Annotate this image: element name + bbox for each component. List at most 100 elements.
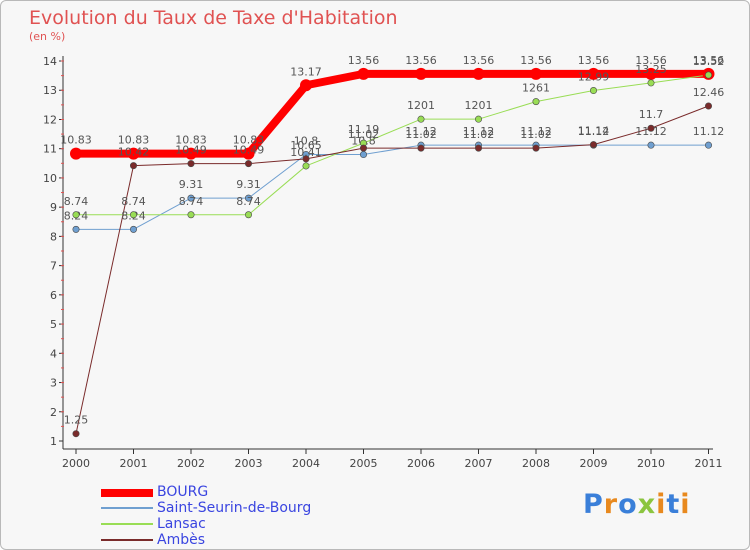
legend-item-lansac[interactable]: Lansac: [101, 516, 361, 533]
data-label-lansac: 1261: [522, 82, 550, 95]
data-label-lansac: 8.74: [64, 195, 89, 208]
data-point-lansac: [532, 98, 540, 106]
data-label-bourg: 10.83: [118, 134, 150, 147]
data-label-amb-s: 12.46: [693, 86, 725, 99]
data-point-saint-seurin-de-bourg: [647, 141, 655, 149]
data-label-lansac: 13.52: [693, 55, 725, 68]
data-label-saint-seurin-de-bourg: 9.31: [236, 178, 261, 191]
x-tick-label: 2008: [522, 457, 550, 470]
data-point-amb-s: [302, 155, 310, 163]
data-label-amb-s: 11.02: [348, 128, 380, 141]
y-tick-label: 10: [43, 172, 57, 185]
x-tick-label: 2010: [637, 457, 665, 470]
logo-letter: t: [666, 489, 681, 520]
legend-swatch-bourg: [101, 489, 153, 497]
data-label-amb-s: 11.14: [578, 125, 610, 138]
data-point-bourg: [300, 79, 312, 92]
data-label-bourg: 13.56: [405, 54, 437, 67]
y-tick-label: 7: [50, 260, 57, 273]
data-label-saint-seurin-de-bourg: 11.12: [693, 125, 725, 138]
data-label-amb-s: 11.02: [405, 128, 437, 141]
data-point-saint-seurin-de-bourg: [359, 151, 367, 159]
logo-letter: i: [656, 489, 667, 520]
data-point-amb-s: [647, 124, 655, 132]
data-point-lansac: [704, 71, 712, 79]
data-point-bourg: [357, 67, 370, 80]
y-tick-label: 6: [50, 289, 57, 302]
data-label-bourg: 13.56: [348, 54, 380, 67]
chart-legend: BOURG Saint-Seurin-de-Bourg Lansac Ambès: [101, 484, 361, 549]
legend-label-lansac: Lansac: [157, 516, 206, 532]
data-point-saint-seurin-de-bourg: [72, 225, 80, 233]
data-point-bourg: [70, 147, 82, 160]
legend-label-saint-seurin: Saint-Seurin-de-Bourg: [157, 500, 312, 516]
data-point-amb-s: [417, 144, 425, 152]
series-line-saint-seurin-de-bourg: [76, 144, 709, 230]
data-point-amb-s: [704, 102, 712, 110]
data-label-lansac: 8.74: [236, 195, 261, 208]
page-title: Evolution du Taux de Taxe d'Habitation: [29, 7, 398, 29]
data-point-amb-s: [359, 144, 367, 152]
data-point-lansac: [474, 115, 482, 123]
legend-swatch-lansac: [101, 523, 153, 525]
data-label-bourg: 13.56: [635, 54, 667, 67]
x-tick-label: 2011: [695, 457, 723, 470]
y-tick-label: 8: [50, 230, 57, 243]
logo-letter: P: [583, 489, 604, 520]
data-label-saint-seurin-de-bourg: 10.8: [294, 135, 319, 148]
legend-label-bourg: BOURG: [157, 484, 209, 500]
logo-letter: o: [618, 489, 638, 520]
legend-item-ambes[interactable]: Ambès: [101, 532, 361, 549]
y-tick-label: 13: [43, 84, 57, 97]
x-tick-label: 2003: [235, 457, 263, 470]
data-point-saint-seurin-de-bourg: [704, 141, 712, 149]
data-point-lansac: [417, 115, 425, 123]
legend-item-bourg[interactable]: BOURG: [101, 484, 361, 501]
data-point-bourg: [472, 67, 485, 80]
data-point-bourg: [530, 67, 542, 80]
data-point-bourg: [242, 147, 255, 160]
data-label-lansac: 11.19: [348, 123, 380, 136]
data-point-lansac: [302, 162, 310, 170]
data-point-amb-s: [532, 144, 540, 152]
legend-label-ambes: Ambès: [157, 532, 206, 548]
data-label-lansac: 1201: [465, 99, 493, 112]
logo-letter: x: [637, 489, 657, 520]
x-tick-label: 2005: [350, 457, 378, 470]
data-point-lansac: [589, 87, 597, 95]
data-label-bourg: 10.83: [60, 134, 92, 147]
data-label-amb-s: 10.49: [175, 144, 207, 157]
data-label-amb-s: 11.7: [639, 108, 664, 121]
data-point-bourg: [587, 67, 600, 80]
y-tick-label: 4: [50, 347, 57, 360]
data-point-lansac: [72, 211, 80, 219]
y-tick-label: 14: [43, 55, 57, 68]
y-tick-label: 1: [50, 435, 57, 448]
data-label-bourg: 13.56: [693, 54, 725, 67]
data-label-lansac: 12.99: [578, 71, 610, 84]
data-point-lansac: [187, 211, 195, 219]
data-point-amb-s: [187, 160, 195, 168]
data-label-bourg: 13.56: [463, 54, 495, 67]
data-label-saint-seurin-de-bourg: 11.12: [578, 125, 610, 138]
proxiti-logo[interactable]: Proxiti: [583, 489, 691, 520]
data-label-lansac: 13.25: [635, 63, 667, 76]
data-label-lansac: 8.74: [121, 195, 146, 208]
data-point-amb-s: [589, 141, 597, 149]
legend-item-saint-seurin[interactable]: Saint-Seurin-de-Bourg: [101, 500, 361, 517]
data-label-saint-seurin-de-bourg: 11.12: [463, 125, 495, 138]
y-tick-label: 9: [50, 201, 57, 214]
y-tick-label: 5: [50, 318, 57, 331]
y-tick-label: 12: [43, 113, 57, 126]
data-point-bourg: [645, 67, 657, 80]
data-point-amb-s: [130, 162, 138, 170]
data-label-bourg: 10.83: [233, 134, 265, 147]
data-label-saint-seurin-de-bourg: 9.31: [179, 178, 204, 191]
x-tick-label: 2004: [292, 457, 320, 470]
logo-letter: r: [603, 489, 619, 520]
data-label-amb-s: 10.49: [233, 144, 265, 157]
data-point-bourg: [415, 67, 427, 80]
x-tick-label: 2009: [580, 457, 608, 470]
